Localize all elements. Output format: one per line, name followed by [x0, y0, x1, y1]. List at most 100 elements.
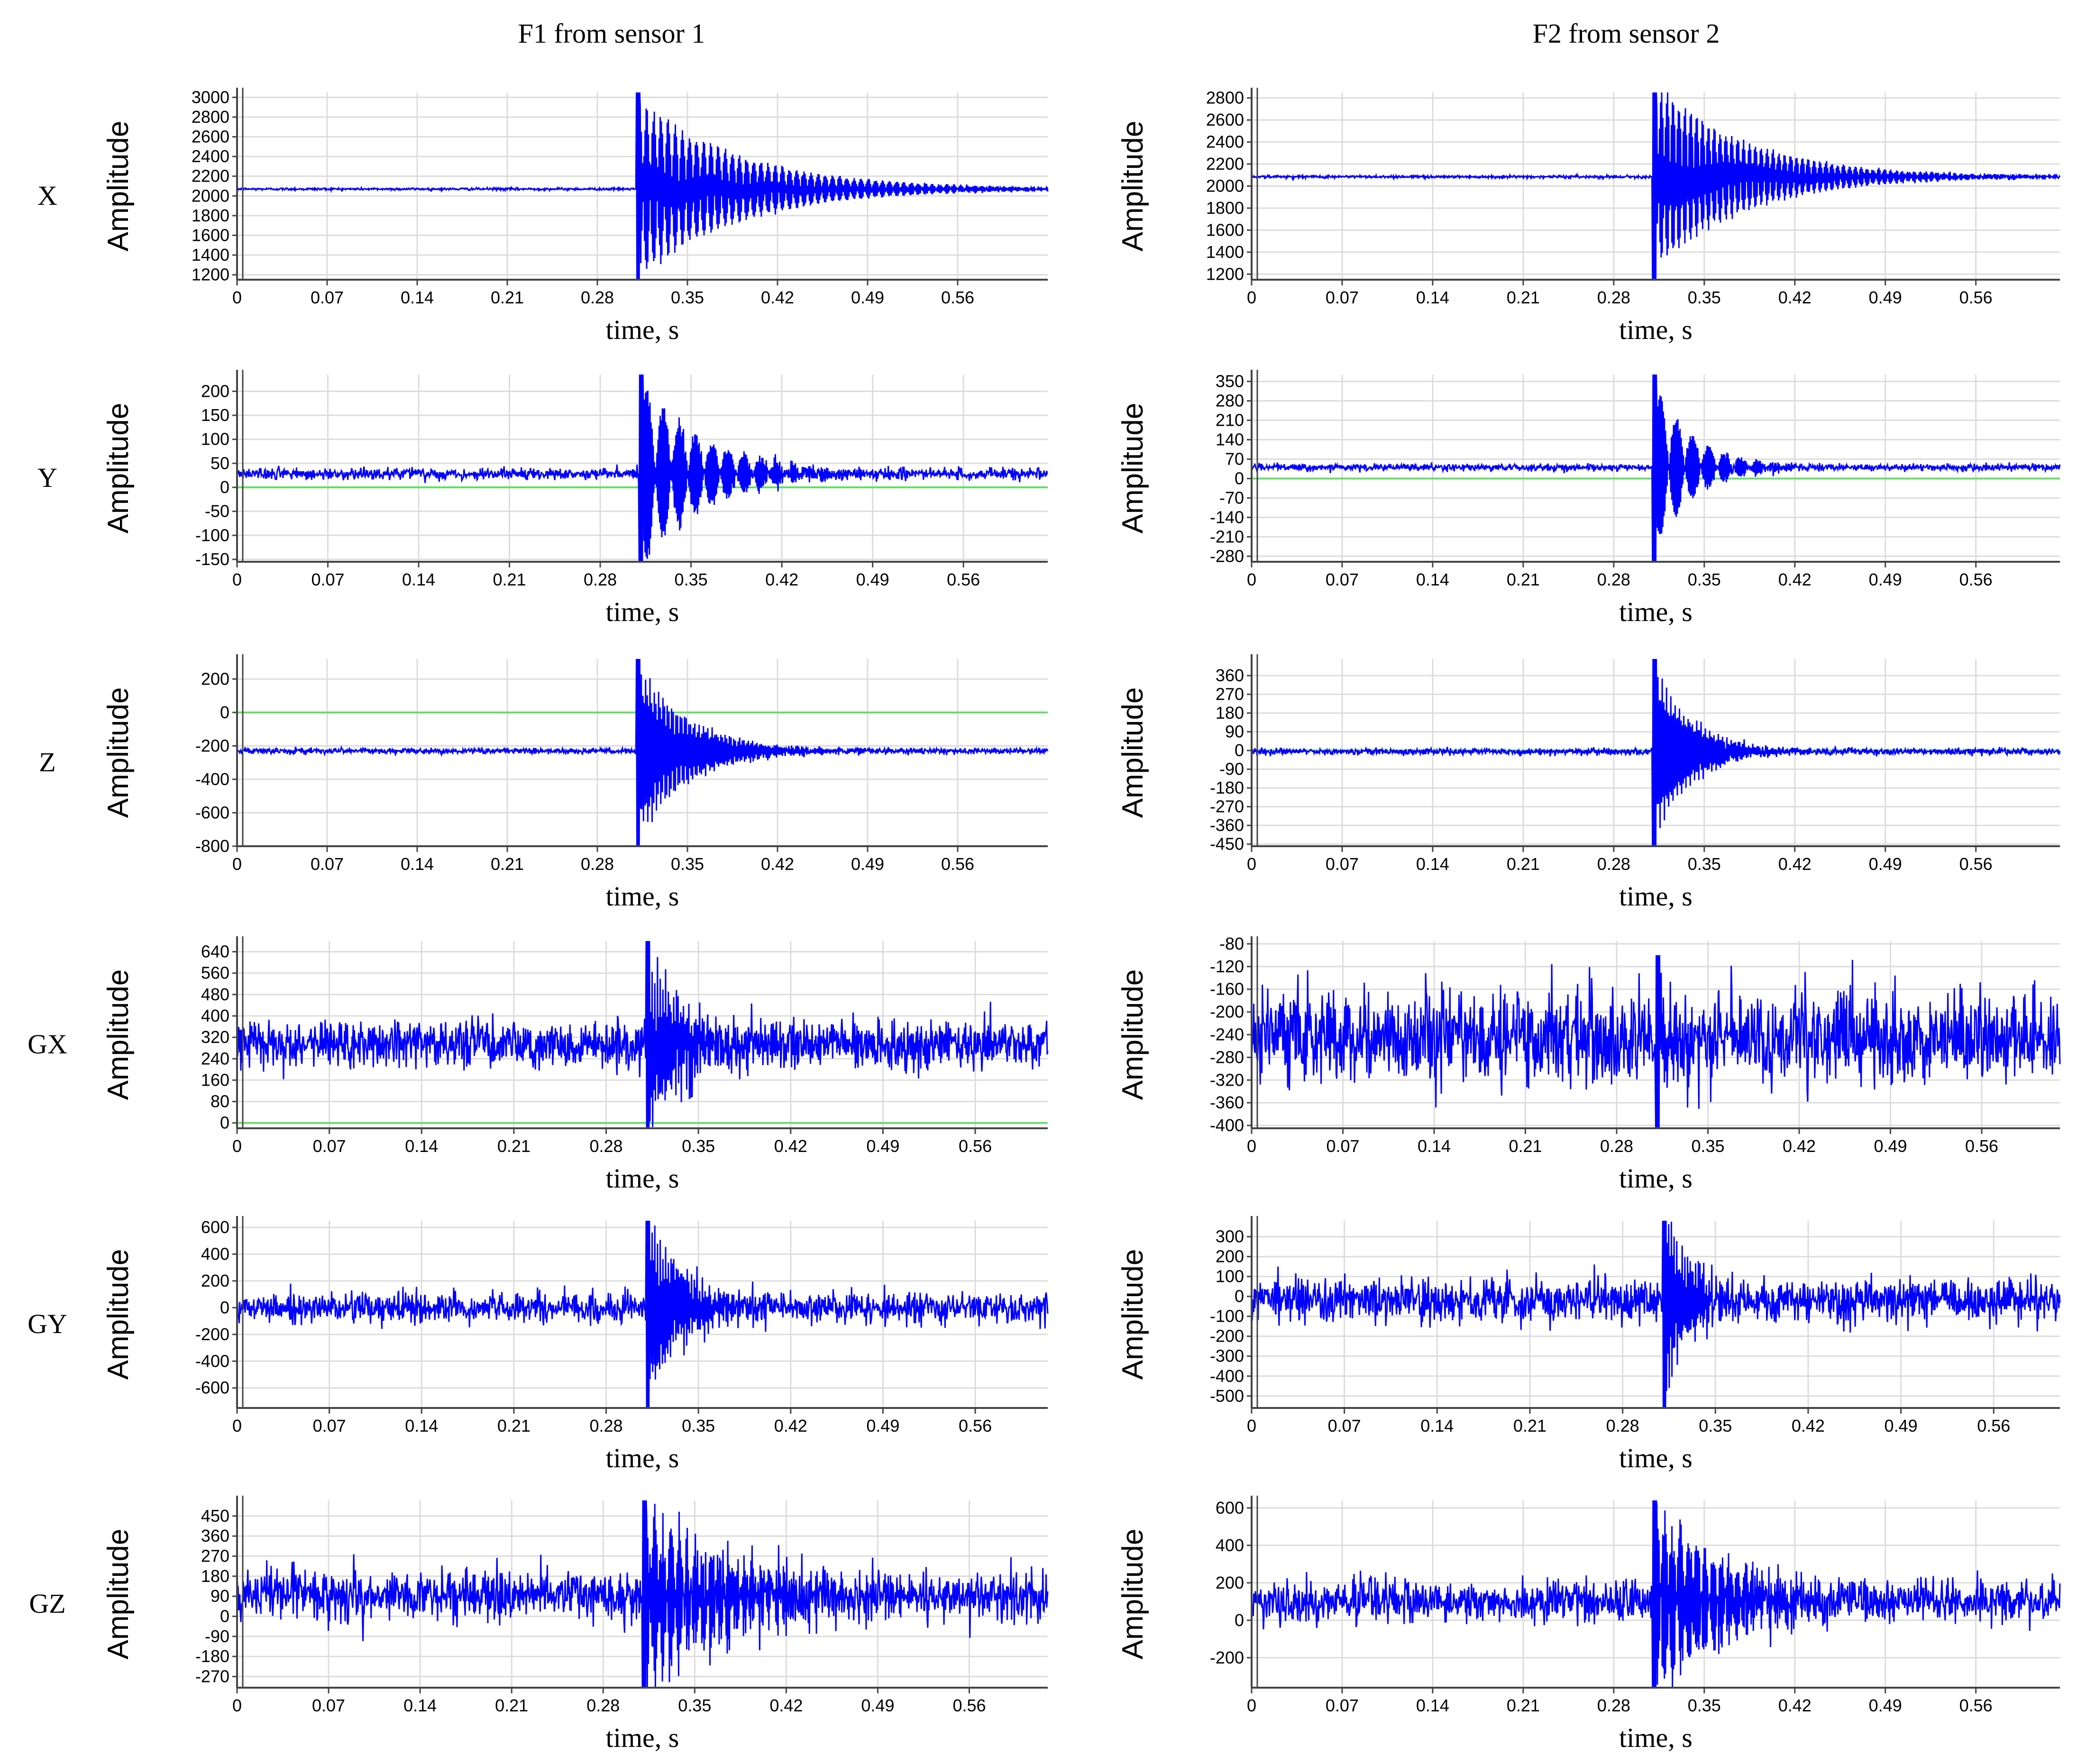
x-tick-label: 0.28 [586, 1696, 620, 1715]
x-tick-label: 0.56 [1959, 854, 1993, 874]
x-tick-label: 0.07 [311, 570, 344, 589]
x-tick-label: 0.28 [584, 570, 617, 589]
y-tick-label: -50 [205, 502, 229, 521]
x-tick-label: 0.14 [1416, 288, 1449, 307]
x-tick-label: 0.14 [402, 570, 435, 589]
x-tick-label: 0.21 [1507, 854, 1540, 874]
x-tick-label: 0.21 [495, 1696, 528, 1715]
x-axis-label: time, s [606, 1163, 679, 1194]
y-tick-label: 50 [210, 453, 229, 473]
panel-1-gz: -200 0 200 400 600 0 0.07 0.14 0.21 0.28 0.35 0.42 0… [1116, 1496, 2061, 1753]
x-tick-label: 0.07 [1328, 1416, 1361, 1435]
y-tick-label: -800 [195, 836, 229, 856]
y-tick-label: -100 [195, 525, 229, 545]
y-axis-label: Amplitude [1116, 1249, 1149, 1380]
x-tick-label: 0.42 [769, 1696, 803, 1715]
x-tick-label: 0.42 [1778, 1696, 1812, 1715]
y-axis-label: Amplitude [1116, 403, 1149, 534]
x-tick-label: 0.49 [851, 854, 884, 874]
y-tick-label: 1400 [1206, 242, 1244, 262]
x-axis-label: time, s [606, 1722, 679, 1753]
x-tick-label: 0.56 [1965, 1136, 1998, 1156]
row-label-y: Y [37, 462, 57, 493]
x-tick-label: 0.21 [491, 288, 524, 307]
y-tick-label: 270 [201, 1546, 229, 1566]
column-title-sensor-2: F2 from sensor 2 [1533, 18, 1720, 49]
x-tick-label: 0.42 [1792, 1416, 1825, 1435]
y-tick-label: 400 [1216, 1536, 1244, 1555]
x-tick-label: 0 [232, 570, 242, 589]
x-tick-label: 0.21 [491, 854, 524, 874]
x-tick-label: 0.49 [866, 1136, 899, 1156]
x-tick-label: 0.49 [1869, 570, 1902, 589]
y-tick-label: 600 [1216, 1498, 1244, 1517]
y-axis-label: Amplitude [102, 121, 135, 252]
y-tick-label: 0 [220, 1607, 229, 1626]
x-tick-label: 0.56 [952, 1696, 986, 1715]
signal-trace [236, 1500, 1049, 1688]
row-label-x: X [37, 180, 57, 211]
panels: 1200140016001800200022002400260028003000… [102, 87, 2061, 1753]
x-tick-label: 0.07 [312, 1696, 345, 1715]
x-tick-label: 0.14 [405, 1416, 438, 1435]
signal-trace [1251, 374, 2061, 562]
x-tick-label: 0.56 [1959, 1696, 1993, 1715]
row-label-z: Z [39, 747, 55, 777]
x-tick-label: 0 [1247, 854, 1256, 874]
y-tick-label: 180 [1216, 703, 1244, 722]
y-tick-label: 90 [210, 1586, 229, 1606]
y-tick-label: -180 [1210, 778, 1244, 797]
y-tick-label: 150 [201, 405, 229, 425]
y-tick-label: 200 [201, 669, 229, 688]
x-tick-label: 0.42 [1778, 288, 1812, 307]
x-tick-label: 0.07 [1326, 570, 1359, 589]
signal-trace [1251, 1220, 2061, 1408]
x-tick-label: 0 [1247, 288, 1256, 307]
x-tick-label: 0.28 [1597, 854, 1630, 874]
y-axis-label: Amplitude [102, 687, 135, 818]
y-tick-label: -200 [195, 736, 229, 755]
y-tick-label: 1600 [192, 225, 229, 245]
y-tick-label: 210 [1216, 411, 1244, 430]
panel-1-gx: -400 -360 -320 -280 -240 -200 -160 -120 -80 0 0.07… [1116, 934, 2061, 1194]
y-axis-label: Amplitude [102, 969, 135, 1100]
x-tick-label: 0.42 [1778, 570, 1812, 589]
y-tick-label: 2000 [1206, 176, 1244, 196]
x-tick-label: 0.21 [497, 1416, 531, 1435]
x-tick-label: 0 [232, 1696, 242, 1715]
panel-0-x: 1200140016001800200022002400260028003000… [102, 87, 1049, 345]
y-tick-label: -150 [195, 549, 229, 569]
y-tick-label: 90 [1225, 722, 1244, 741]
y-tick-label: 400 [201, 1244, 229, 1264]
x-tick-label: 0.28 [1606, 1416, 1639, 1435]
signal-trace [236, 1220, 1049, 1408]
y-tick-label: 2400 [192, 146, 229, 166]
signal-trace [236, 941, 1049, 1129]
x-tick-label: 0.42 [774, 1136, 807, 1156]
y-tick-label: 600 [201, 1217, 229, 1237]
x-axis-label: time, s [606, 596, 679, 627]
y-tick-label: 0 [220, 1298, 229, 1317]
x-tick-label: 0.56 [959, 1136, 992, 1156]
x-tick-label: 0.56 [941, 288, 974, 307]
x-tick-label: 0.42 [765, 570, 798, 589]
y-tick-label: -280 [1210, 546, 1244, 566]
x-tick-label: 0.56 [1977, 1416, 2010, 1435]
x-tick-label: 0 [1247, 1136, 1256, 1156]
x-tick-label: 0.35 [682, 1136, 715, 1156]
x-tick-label: 0.56 [1959, 570, 1993, 589]
x-tick-label: 0.35 [671, 288, 704, 307]
panel-0-z: -800 -600 -400 -200 0 200 0 0.07 0.14 0.21 0.28 0.3… [102, 654, 1049, 912]
x-axis-label: time, s [1619, 1163, 1693, 1194]
x-tick-label: 0.49 [1874, 1136, 1907, 1156]
x-tick-label: 0.35 [1691, 1136, 1724, 1156]
y-tick-label: 280 [1216, 391, 1244, 411]
x-axis-label: time, s [606, 881, 679, 912]
x-tick-label: 0.35 [1688, 1696, 1721, 1715]
x-tick-label: 0.28 [581, 288, 614, 307]
y-tick-label: 2200 [192, 166, 229, 186]
x-tick-label: 0.21 [1509, 1136, 1542, 1156]
x-tick-label: 0.07 [311, 854, 344, 874]
